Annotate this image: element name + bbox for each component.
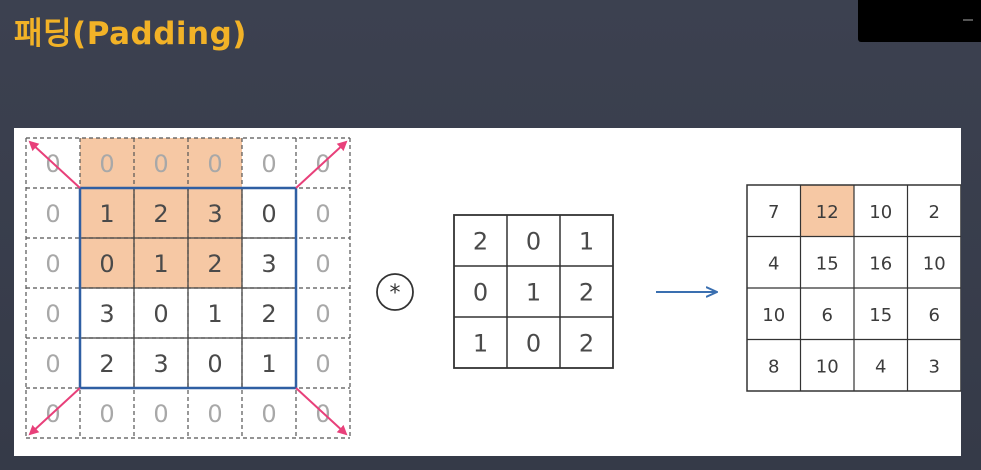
input-cell: 0 (315, 250, 330, 278)
padding-arrow-icon (295, 387, 348, 436)
padding-arrow-icon (28, 140, 81, 189)
operator-circle (376, 273, 414, 311)
kernel-cell: 1 (473, 330, 488, 358)
input-cell: 0 (207, 350, 222, 378)
highlight-cell (800, 185, 854, 237)
input-cell: 2 (207, 250, 222, 278)
highlight-cell (188, 188, 242, 238)
diagram-panel: 000000012300001230030120023010000000 201… (14, 128, 962, 456)
highlight-cell (134, 138, 188, 188)
output-cell: 6 (822, 305, 833, 326)
input-cell: 0 (99, 150, 114, 178)
output-cell: 8 (768, 356, 779, 377)
input-cell: 0 (315, 350, 330, 378)
kernel-cell: 0 (526, 330, 541, 358)
kernel-cell: 0 (473, 279, 488, 307)
input-cell: 0 (153, 400, 168, 428)
highlight-cell (188, 138, 242, 188)
output-matrix: 7 12 10 2 4 15 16 10 10 6 15 6 8 10 4 3 (746, 184, 962, 392)
input-cell: 0 (153, 150, 168, 178)
input-cell: 0 (45, 200, 60, 228)
highlight-cell (80, 138, 134, 188)
output-cell: 15 (816, 253, 839, 274)
output-cell: 4 (875, 356, 886, 377)
input-cell: 0 (207, 400, 222, 428)
input-cell: 0 (261, 150, 276, 178)
highlight-cell (134, 188, 188, 238)
kernel-cell: 2 (473, 228, 488, 256)
output-cell: 16 (869, 253, 892, 274)
input-cell: 0 (207, 150, 222, 178)
input-cell: 0 (315, 200, 330, 228)
input-cell: 0 (99, 250, 114, 278)
input-cell: 0 (45, 300, 60, 328)
input-cell: 3 (261, 250, 276, 278)
padding-arrow-icon (295, 140, 348, 189)
input-cell: 0 (261, 200, 276, 228)
output-cell: 10 (762, 305, 785, 326)
operator-symbol: * (390, 281, 401, 306)
input-cell: 1 (261, 350, 276, 378)
kernel-cell: 1 (526, 279, 541, 307)
input-cell: 0 (153, 300, 168, 328)
output-cell: 7 (768, 202, 779, 223)
input-cell: 3 (153, 350, 168, 378)
input-cell: 0 (315, 300, 330, 328)
output-cell: 15 (869, 305, 892, 326)
output-cell: 4 (768, 253, 779, 274)
corner-overlay (858, 0, 981, 42)
input-cell: 0 (45, 350, 60, 378)
overlay-dot (963, 19, 973, 21)
input-cell: 2 (261, 300, 276, 328)
highlight-cell (80, 238, 134, 288)
kernel-cell: 2 (579, 279, 594, 307)
input-cell: 3 (99, 300, 114, 328)
padding-arrow-icon (28, 387, 81, 436)
kernel-cell: 1 (579, 228, 594, 256)
kernel-cell: 0 (526, 228, 541, 256)
output-cell: 2 (929, 202, 940, 223)
kernel-cell: 2 (579, 330, 594, 358)
output-cell: 6 (929, 305, 940, 326)
input-cell: 1 (153, 250, 168, 278)
highlight-cell (134, 238, 188, 288)
convolution-operator: * (376, 273, 414, 311)
output-cell: 12 (816, 202, 839, 223)
kernel-matrix: 2 0 1 0 1 2 1 0 2 (453, 214, 614, 369)
kernel-border (453, 214, 614, 369)
input-cell: 0 (261, 400, 276, 428)
output-cell: 10 (923, 253, 946, 274)
original-matrix-border (78, 186, 298, 390)
input-cell: 1 (207, 300, 222, 328)
input-cell: 2 (153, 200, 168, 228)
input-cell: 2 (99, 350, 114, 378)
highlight-cell (188, 238, 242, 288)
output-cell: 10 (869, 202, 892, 223)
output-cell: 10 (816, 356, 839, 377)
input-cell: 0 (45, 250, 60, 278)
highlight-cell (80, 188, 134, 238)
output-cell: 3 (929, 356, 940, 377)
input-cell: 0 (99, 400, 114, 428)
input-cell: 3 (207, 200, 222, 228)
input-matrix: 000000012300001230030120023010000000 (25, 137, 351, 439)
page-title: 패딩(Padding) (14, 16, 247, 52)
padding-diagram: 000000012300001230030120023010000000 201… (25, 137, 962, 439)
input-cell: 1 (99, 200, 114, 228)
